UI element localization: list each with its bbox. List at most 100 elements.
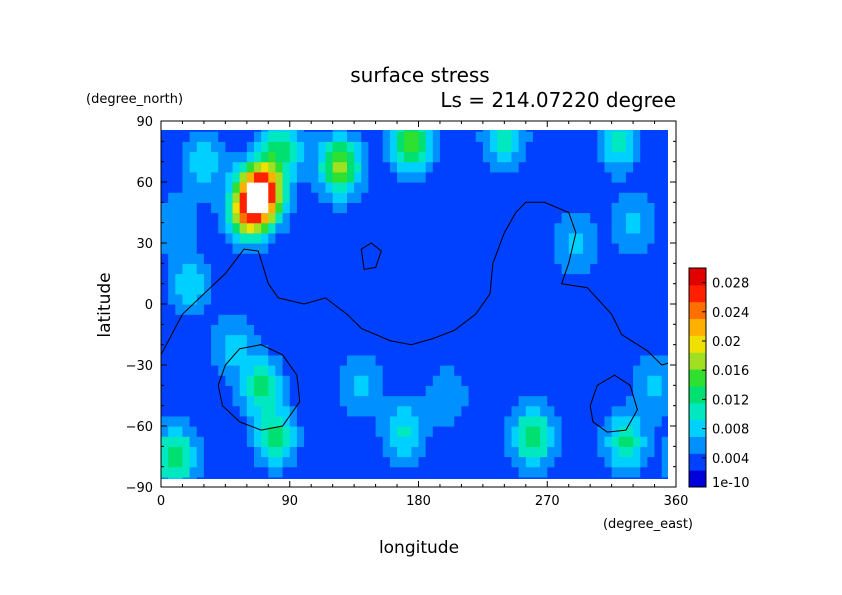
heatmap-cell	[296, 253, 305, 264]
heatmap-cell	[604, 334, 613, 346]
heatmap-cell	[654, 415, 663, 427]
heatmap-cell	[518, 222, 527, 234]
heatmap-cell	[554, 171, 563, 183]
heatmap-cell	[475, 243, 484, 254]
heatmap-cell	[268, 161, 277, 173]
heatmap-cell	[425, 344, 434, 356]
heatmap-cell	[354, 161, 362, 173]
heatmap-cell	[361, 476, 370, 479]
heatmap-cell	[439, 314, 448, 325]
heatmap-cell	[547, 365, 555, 376]
heatmap-cell	[454, 415, 463, 427]
heatmap-cell	[461, 202, 470, 214]
heatmap-cell	[196, 253, 205, 264]
heatmap-cell	[189, 344, 198, 356]
heatmap-cell	[490, 395, 498, 407]
heatmap-cell	[304, 426, 312, 437]
heatmap-cell	[611, 476, 620, 479]
heatmap-cell	[611, 222, 620, 234]
heatmap-cell	[332, 202, 341, 214]
heatmap-cell	[253, 446, 262, 458]
heatmap-cell	[296, 293, 305, 305]
heatmap-cell	[225, 182, 234, 193]
heatmap-cell	[597, 141, 606, 153]
heatmap-cell	[361, 222, 370, 234]
heatmap-cell	[196, 466, 205, 478]
heatmap-cell	[268, 415, 277, 427]
heatmap-cell	[504, 161, 513, 173]
heatmap-cell	[296, 334, 305, 346]
heatmap-cell	[669, 284, 677, 295]
heatmap-cell	[669, 416, 677, 427]
heatmap-cell	[418, 293, 427, 305]
heatmap-cell	[518, 131, 527, 142]
heatmap-cell	[161, 141, 169, 153]
heatmap-cell	[604, 263, 613, 275]
heatmap-cell	[475, 161, 484, 173]
heatmap-cell	[275, 314, 284, 325]
heatmap-cell	[554, 334, 563, 346]
heatmap-cell	[304, 131, 312, 142]
heatmap-cell	[225, 141, 234, 153]
heatmap-cell	[611, 304, 620, 315]
heatmap-cell	[289, 161, 298, 173]
heatmap-cell	[311, 192, 319, 203]
heatmap-cell	[597, 273, 606, 285]
heatmap-cell	[218, 456, 226, 468]
heatmap-cell	[182, 161, 191, 173]
heatmap-cell	[339, 375, 348, 386]
heatmap-cell	[561, 385, 570, 397]
heatmap-cell	[211, 161, 219, 173]
heatmap-cell	[382, 130, 391, 132]
heatmap-cell	[432, 466, 441, 478]
heatmap-cell	[175, 446, 184, 458]
heatmap-cell	[168, 375, 176, 386]
heatmap-cell	[497, 395, 505, 407]
heatmap-cell	[196, 161, 205, 173]
heatmap-cell	[647, 263, 656, 275]
heatmap-cell	[182, 405, 191, 417]
heatmap-cell	[354, 456, 362, 468]
heatmap-cell	[669, 304, 677, 315]
heatmap-cell	[261, 243, 269, 254]
heatmap-cell	[597, 130, 606, 132]
heatmap-cell	[389, 365, 398, 376]
heatmap-cell	[346, 344, 355, 356]
heatmap-cell	[375, 426, 384, 437]
heatmap-cell	[361, 395, 370, 407]
heatmap-cell	[525, 212, 534, 224]
heatmap-cell	[547, 283, 555, 295]
heatmap-cell	[339, 314, 348, 325]
heatmap-cell	[461, 232, 470, 244]
heatmap-cell	[554, 395, 563, 407]
heatmap-cell	[454, 283, 463, 295]
heatmap-cell	[332, 293, 341, 305]
heatmap-cell	[439, 232, 448, 244]
heatmap-cell	[661, 314, 668, 325]
heatmap-cell	[647, 395, 656, 407]
heatmap-cell	[511, 243, 520, 254]
heatmap-cell	[597, 192, 606, 203]
heatmap-cell	[325, 253, 334, 264]
heatmap-cell	[439, 182, 448, 193]
heatmap-cell	[583, 222, 591, 234]
heatmap-cell	[218, 354, 226, 366]
heatmap-cell	[568, 273, 577, 285]
heatmap-cell	[161, 130, 169, 132]
heatmap-cell	[225, 192, 234, 203]
heatmap-cell	[633, 375, 641, 386]
heatmap-cell	[532, 324, 541, 336]
heatmap-cell	[339, 253, 348, 264]
heatmap-cell	[625, 426, 634, 437]
heatmap-cell	[611, 415, 620, 427]
heatmap-cell	[647, 212, 656, 224]
heatmap-cell	[375, 415, 384, 427]
heatmap-cell	[532, 375, 541, 386]
heatmap-cell	[339, 324, 348, 336]
heatmap-cell	[583, 334, 591, 346]
heatmap-cell	[196, 446, 205, 458]
heatmap-cell	[647, 283, 656, 295]
heatmap-cell	[304, 314, 312, 325]
heatmap-cell	[425, 161, 434, 173]
heatmap-cell	[218, 304, 226, 315]
